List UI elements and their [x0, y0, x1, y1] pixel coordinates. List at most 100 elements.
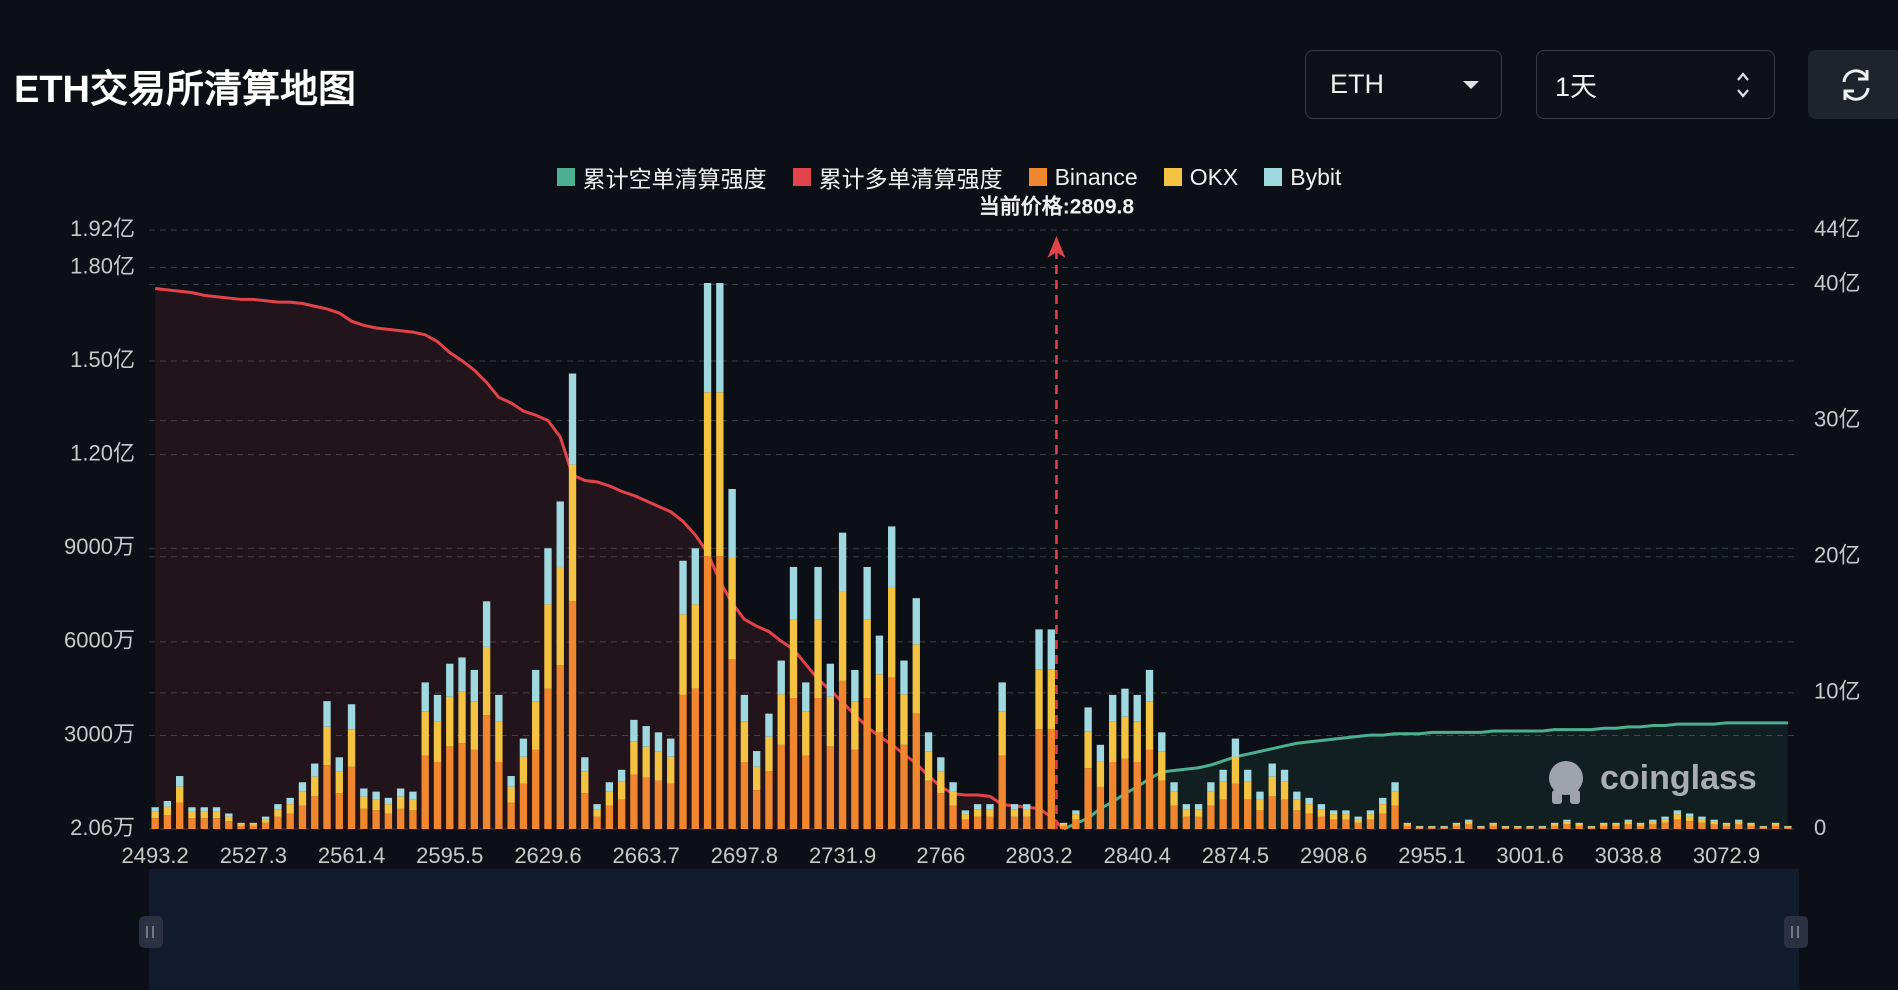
- bar-segment: [470, 701, 478, 750]
- bar-segment: [1550, 825, 1559, 829]
- bar-segment: [667, 783, 675, 829]
- bar-segment: [1514, 827, 1522, 829]
- bar-segment: [421, 755, 429, 829]
- bar-segment: [752, 790, 761, 829]
- bar-segment: [1391, 782, 1399, 792]
- bar-segment: [225, 816, 233, 822]
- bar-segment: [409, 799, 417, 811]
- slider-handle[interactable]: [1784, 916, 1808, 948]
- bar-segment: [667, 756, 675, 784]
- legend-item[interactable]: Bybit: [1264, 160, 1341, 194]
- refresh-button[interactable]: [1808, 50, 1898, 119]
- legend-swatch: [792, 168, 811, 186]
- bar-segment: [1747, 822, 1755, 825]
- bar-segment: [1722, 825, 1731, 829]
- bar-segment: [237, 822, 245, 825]
- bar-segment: [1108, 694, 1117, 722]
- bar-segment: [630, 719, 638, 742]
- bar-segment: [446, 696, 454, 747]
- x-tick-label: 2955.1: [1398, 843, 1465, 868]
- bar-segment: [642, 726, 650, 747]
- legend-item[interactable]: 累计空单清算强度: [556, 160, 767, 194]
- legend-item[interactable]: OKX: [1163, 160, 1238, 194]
- bar-segment: [1145, 669, 1154, 702]
- bar-segment: [838, 532, 847, 592]
- bar-segment: [421, 682, 429, 712]
- x-tick-label: 2595.5: [416, 843, 483, 868]
- bar-segment: [1023, 816, 1031, 829]
- bar-segment: [998, 755, 1006, 829]
- bar-segment: [1023, 804, 1031, 810]
- bar-segment: [482, 715, 491, 829]
- bar-segment: [912, 713, 920, 829]
- bar-segment: [875, 635, 884, 675]
- bar-segment: [1268, 763, 1276, 777]
- bar-segment: [532, 749, 540, 829]
- slider-handle[interactable]: [139, 916, 163, 948]
- bar-segment: [1108, 761, 1117, 829]
- bar-segment: [372, 791, 380, 800]
- bar-segment: [1121, 716, 1129, 759]
- bar-segment: [384, 797, 393, 805]
- bar-segment: [507, 776, 515, 787]
- bar-segment: [703, 556, 712, 829]
- bar-segment: [1465, 821, 1473, 825]
- bar-segment: [1771, 824, 1780, 826]
- bar-segment: [691, 548, 699, 605]
- bar-segment: [1133, 694, 1141, 722]
- bar-segment: [1710, 819, 1718, 822]
- bar-segment: [200, 807, 208, 812]
- bar-segment: [1526, 825, 1534, 827]
- bar-segment: [1477, 826, 1485, 828]
- bar-segment: [1329, 814, 1338, 820]
- bar-segment: [1575, 824, 1583, 826]
- bar-segment: [507, 786, 515, 803]
- bar-segment: [581, 771, 589, 794]
- bar-segment: [789, 619, 798, 699]
- bar-segment: [630, 741, 638, 775]
- bar-segment: [1698, 822, 1706, 829]
- bar-segment: [1624, 824, 1632, 829]
- legend-item[interactable]: Binance: [1028, 160, 1138, 194]
- bar-segment: [1575, 822, 1583, 825]
- bar-segment: [151, 811, 159, 819]
- bar-segment: [532, 701, 540, 750]
- bar-segment: [568, 601, 577, 829]
- bar-segment: [1489, 824, 1497, 826]
- y2-tick-label: 10亿: [1814, 679, 1860, 704]
- legend-swatch: [1264, 168, 1283, 186]
- coin-select[interactable]: ETH: [1305, 50, 1502, 119]
- bar-segment: [225, 813, 233, 817]
- bar-segment: [163, 806, 172, 816]
- bar-segment: [556, 566, 564, 666]
- bar-segment: [1194, 809, 1203, 817]
- zoom-slider[interactable]: [149, 869, 1799, 990]
- bar-segment: [691, 688, 699, 829]
- bar-segment: [1047, 729, 1055, 829]
- bar-segment: [1158, 751, 1166, 781]
- bar-segment: [1231, 783, 1240, 829]
- bar-segment: [1440, 827, 1448, 829]
- bar-segment: [1649, 824, 1657, 829]
- bar-segment: [1501, 825, 1510, 827]
- bar-segment: [679, 560, 687, 615]
- legend-label: Binance: [1054, 163, 1138, 190]
- legend-label: 累计空单清算强度: [582, 166, 767, 192]
- x-tick-label: 2874.5: [1202, 843, 1269, 868]
- bar-segment: [1477, 827, 1485, 829]
- bar-segment: [347, 704, 356, 730]
- legend-item[interactable]: 累计多单清算强度: [792, 160, 1003, 194]
- bar-segment: [1698, 816, 1706, 820]
- bar-segment: [679, 614, 687, 695]
- period-select[interactable]: 1天: [1536, 50, 1775, 119]
- bar-segment: [581, 793, 589, 829]
- bar-segment: [654, 751, 663, 781]
- x-tick-label: 2527.3: [220, 843, 287, 868]
- bar-segment: [323, 765, 331, 829]
- bar-segment: [482, 646, 491, 716]
- bar-segment: [360, 808, 368, 829]
- bar-segment: [1538, 826, 1547, 828]
- bar-segment: [1759, 826, 1767, 828]
- bar-segment: [1771, 822, 1780, 825]
